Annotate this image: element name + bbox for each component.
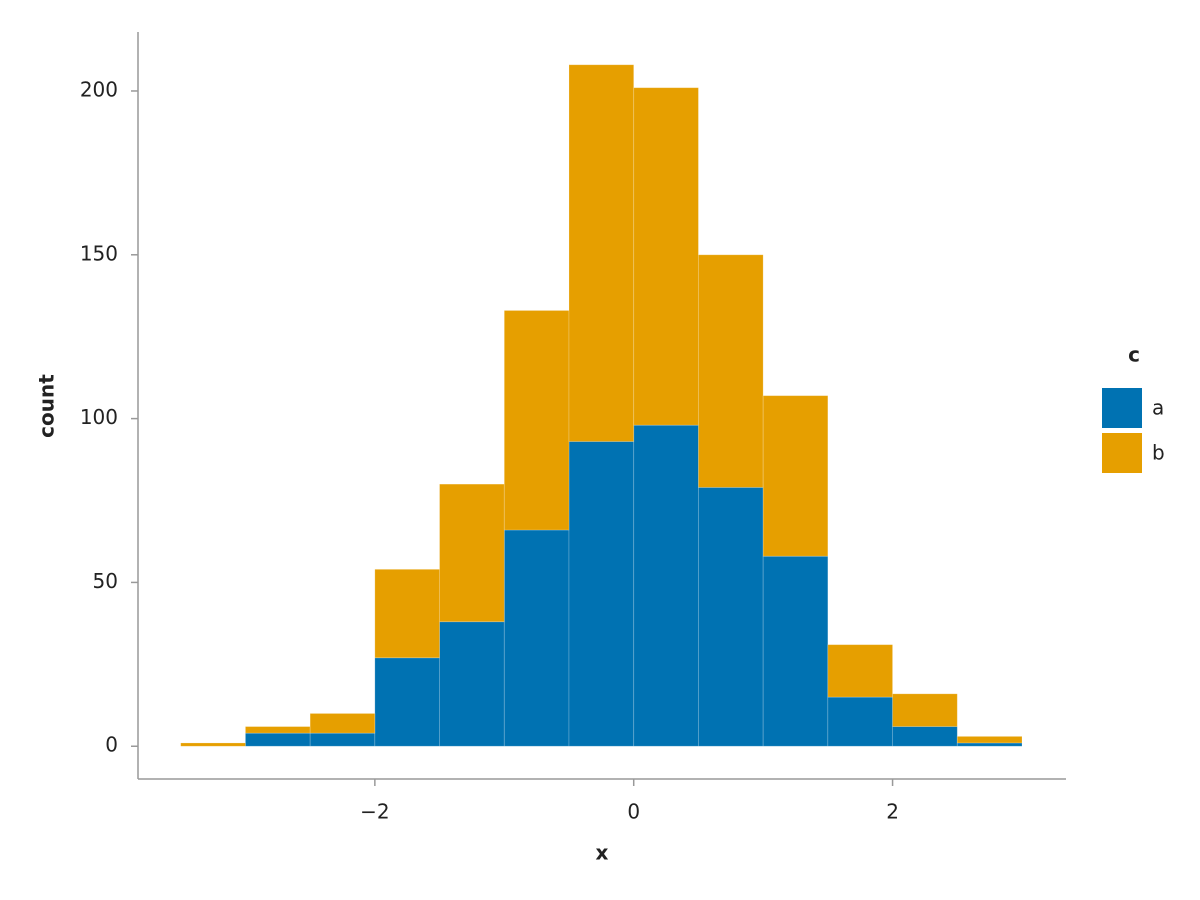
bar — [245, 726, 311, 734]
y-tick-label: 50 — [93, 569, 118, 593]
bar — [568, 64, 635, 442]
x-tick-label: 0 — [627, 800, 640, 824]
bar — [180, 742, 246, 747]
bar — [892, 693, 958, 727]
x-tick-label: −2 — [360, 800, 389, 824]
bar — [245, 732, 311, 747]
bar — [309, 713, 376, 734]
bar — [698, 254, 764, 488]
legend-title: c — [1128, 343, 1140, 367]
bar — [633, 87, 699, 426]
bar — [892, 726, 958, 747]
y-tick-label: 0 — [105, 733, 118, 757]
legend-swatch — [1102, 433, 1142, 473]
bar — [698, 487, 764, 747]
bar — [374, 568, 440, 659]
y-tick-label: 200 — [80, 77, 118, 101]
bar — [503, 529, 570, 747]
bar — [439, 483, 505, 623]
bar — [956, 736, 1023, 744]
legend-swatch — [1102, 388, 1142, 428]
bar — [633, 424, 699, 747]
bar — [568, 441, 635, 747]
bar — [503, 310, 570, 531]
bar — [309, 732, 376, 747]
bar — [827, 696, 893, 747]
y-tick-label: 100 — [80, 405, 118, 429]
y-axis-label: count — [35, 374, 59, 438]
y-tick-label: 150 — [80, 241, 118, 265]
bar — [762, 395, 829, 557]
x-axis-label: x — [596, 841, 609, 865]
x-tick-label: 2 — [886, 800, 899, 824]
bar — [827, 644, 893, 698]
legend-label: b — [1152, 441, 1165, 465]
bar — [374, 657, 440, 747]
bar — [956, 742, 1023, 747]
bar — [439, 621, 505, 747]
bar — [762, 555, 829, 747]
legend-label: a — [1152, 396, 1164, 420]
